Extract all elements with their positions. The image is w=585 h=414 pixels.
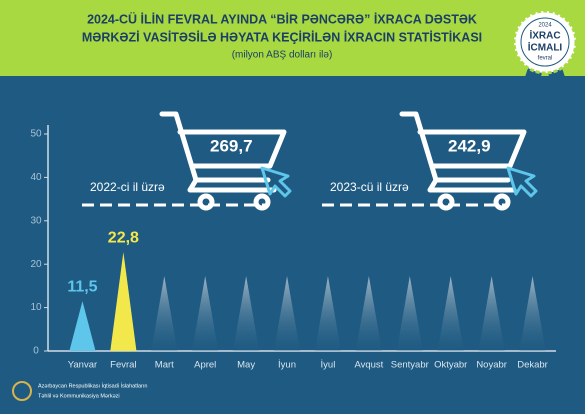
footer-text: Azərbaycan Respublikası İqtisadi İslahat… [38, 382, 147, 389]
x-tick-label: Mart [155, 360, 174, 371]
cart-annotation: 269,7 2022-ci il üzrə [82, 114, 292, 208]
y-tick-label: 20 [30, 259, 42, 270]
x-tick-label: Yanvar [68, 360, 97, 371]
y-tick-label: 0 [33, 346, 39, 357]
annotation-value: 242,9 [448, 136, 491, 155]
placeholder [192, 276, 219, 351]
badge-text: 2024 [538, 23, 552, 29]
placeholder [396, 276, 423, 351]
value-label: 11,5 [67, 278, 97, 295]
annotation-value: 269,7 [210, 136, 253, 155]
annotation-label: 2023-cü il üzrə [330, 180, 409, 194]
footer: Azərbaycan Respublikası İqtisadi İslahat… [12, 381, 147, 401]
placeholder [519, 276, 546, 351]
x-tick-label: Aprel [194, 360, 216, 371]
annotation-label: 2022-ci il üzrə [90, 180, 165, 194]
title-line: 2024-CÜ İLİN FEVRAL AYINDA “BİR PƏNCƏRƏ”… [87, 11, 477, 26]
value-label: 22,8 [108, 229, 139, 246]
badge-text: İXRAC [529, 29, 560, 42]
cart-annotation: 242,9 2023-cü il üzrə [322, 114, 538, 208]
placeholder [233, 276, 260, 351]
triangle [69, 301, 96, 351]
subtitle: (milyon ABŞ dolları ilə) [232, 50, 333, 61]
badge-text: İCMALI [528, 41, 563, 54]
x-tick-label: Avqust [354, 360, 383, 371]
placeholder [314, 276, 342, 351]
x-tick-label: Sentyabr [391, 360, 429, 371]
x-tick-label: Noyabr [476, 360, 507, 371]
y-tick-label: 50 [30, 129, 42, 140]
placeholder [355, 276, 382, 351]
placeholder [437, 276, 464, 351]
placeholder [478, 276, 505, 351]
title-line: MƏRKƏZİ VASİTƏSİLƏ HƏYATA KEÇİRİLƏN İXRA… [82, 29, 482, 44]
x-tick-label: İyun [278, 360, 296, 371]
x-tick-label: May [237, 360, 255, 371]
badge-text: fevral [538, 56, 553, 62]
y-tick-label: 30 [30, 215, 42, 226]
badge: 2024 İXRAC İCMALI fevral [512, 9, 578, 90]
y-tick-label: 10 [30, 302, 42, 313]
placeholder [151, 276, 178, 351]
triangle [110, 252, 137, 351]
y-tick-label: 40 [30, 172, 42, 183]
header-band [0, 0, 585, 76]
x-tick-label: Dekabr [517, 360, 548, 371]
x-tick-label: Oktyabr [434, 360, 467, 371]
x-tick-label: Fevral [110, 360, 136, 371]
footer-text: Təhlil və Kommunikasiya Mərkəzi [38, 393, 120, 399]
x-tick-label: İyul [321, 360, 336, 371]
placeholder [273, 276, 301, 351]
